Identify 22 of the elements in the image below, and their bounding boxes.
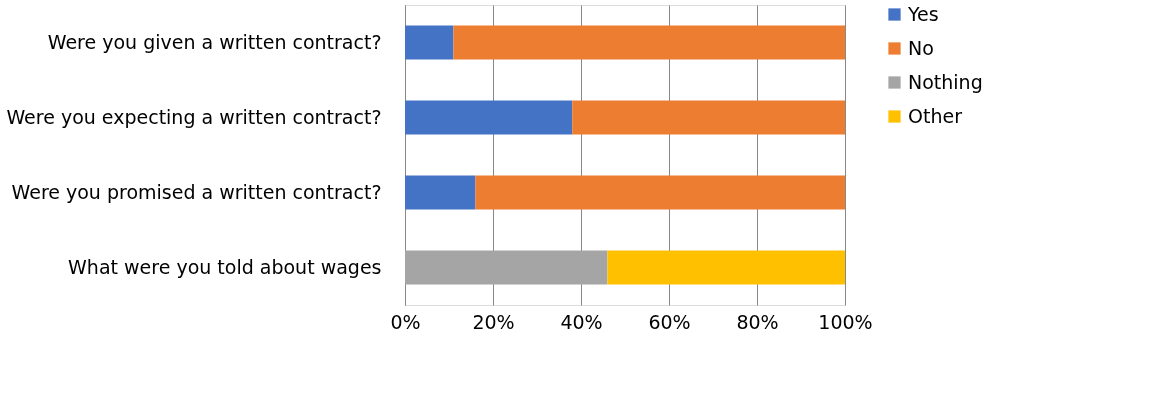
- bar: [405, 250, 608, 285]
- x-tick-label: 20%: [472, 310, 515, 333]
- y-tick-label: Were you expecting a written contract?: [6, 105, 382, 128]
- x-tick-label: 80%: [736, 310, 779, 333]
- bar: [405, 25, 454, 60]
- legend-label: No: [908, 36, 934, 59]
- bar: [405, 175, 476, 210]
- bar: [475, 175, 845, 210]
- y-tick-label: What were you told about wages: [68, 255, 382, 278]
- y-tick-label: Were you given a written contract?: [47, 30, 382, 53]
- x-tick-label: 60%: [648, 310, 691, 333]
- bar: [453, 25, 845, 60]
- legend-label: Other: [908, 104, 963, 127]
- x-tick-label: 40%: [560, 310, 603, 333]
- bar: [572, 100, 845, 135]
- bar: [405, 100, 573, 135]
- bar: [607, 250, 845, 285]
- x-tick-label: 0%: [390, 310, 421, 333]
- x-tick-label: 100%: [818, 310, 873, 333]
- y-tick-label: Were you promised a written contract?: [11, 180, 382, 203]
- legend-label: Nothing: [908, 70, 983, 93]
- legend-label: Yes: [907, 2, 939, 25]
